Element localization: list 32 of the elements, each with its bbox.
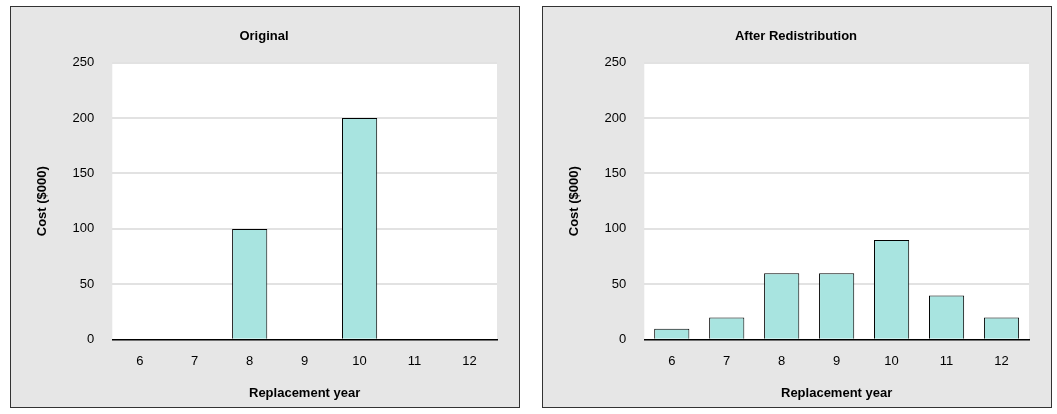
y-tick-label: 50 xyxy=(611,275,627,291)
x-axis-title: Replacement year xyxy=(249,384,361,400)
x-tick-label: 8 xyxy=(778,353,786,369)
x-tick-label: 10 xyxy=(884,353,899,369)
y-tick-label: 250 xyxy=(72,54,95,70)
y-tick-label: 0 xyxy=(619,331,627,347)
y-axis-title: Cost ($000) xyxy=(34,166,50,237)
x-tick-label: 8 xyxy=(246,353,254,369)
x-tick-label: 6 xyxy=(668,353,676,369)
x-axis-title: Replacement year xyxy=(781,384,893,400)
y-tick-label: 100 xyxy=(604,220,627,236)
x-tick-label: 9 xyxy=(301,353,309,369)
y-axis-title: Cost ($000) xyxy=(566,166,582,237)
x-tick-label: 12 xyxy=(462,353,477,369)
x-tick-label: 11 xyxy=(939,353,954,369)
chart-title: After Redistribution xyxy=(734,28,858,44)
x-tick-label: 9 xyxy=(833,353,841,369)
y-tick-label: 200 xyxy=(604,109,627,125)
x-tick-label: 11 xyxy=(407,353,422,369)
y-tick-label: 200 xyxy=(72,109,95,125)
chart-title: Original xyxy=(239,28,289,44)
y-tick-label: 50 xyxy=(79,275,95,291)
y-tick-label: 250 xyxy=(604,54,627,70)
y-tick-label: 150 xyxy=(72,165,95,181)
y-tick-label: 150 xyxy=(604,165,627,181)
x-tick-label: 7 xyxy=(723,353,731,369)
x-tick-label: 10 xyxy=(352,353,367,369)
x-tick-label: 12 xyxy=(994,353,1009,369)
y-tick-label: 0 xyxy=(87,331,95,347)
x-tick-label: 6 xyxy=(136,353,144,369)
y-tick-label: 100 xyxy=(72,220,95,236)
x-tick-label: 7 xyxy=(191,353,199,369)
